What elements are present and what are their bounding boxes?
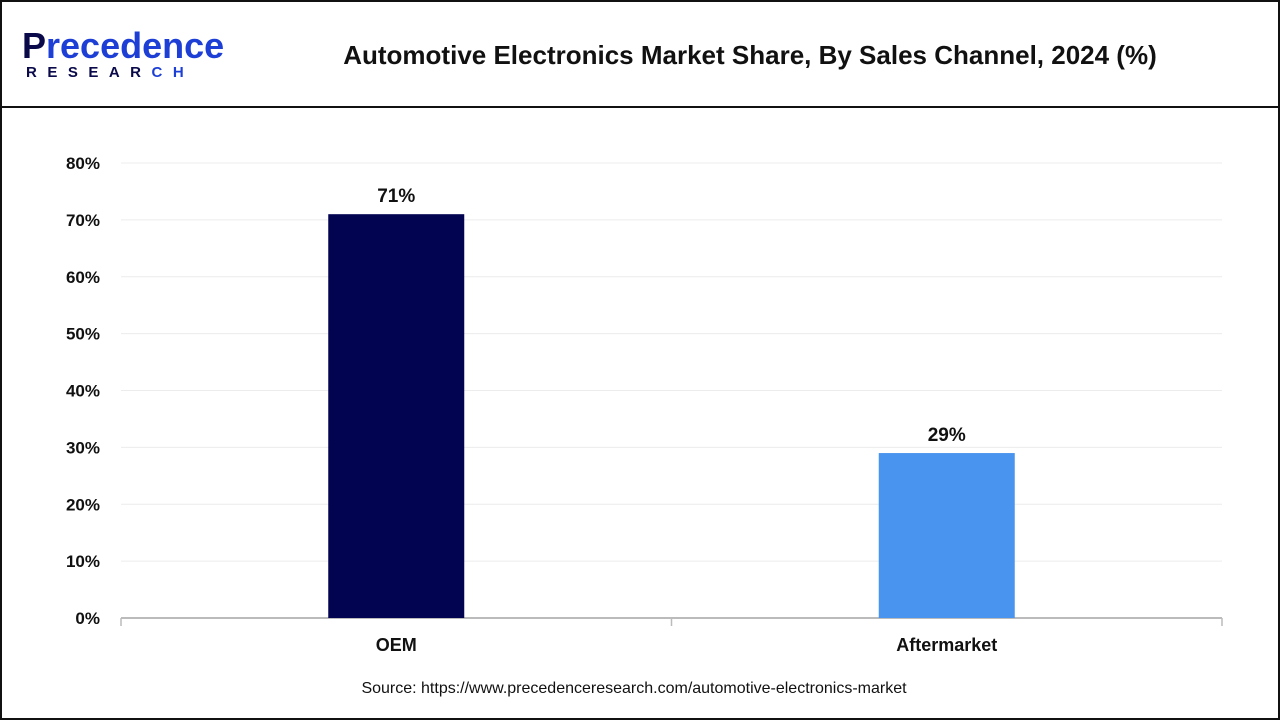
y-tick-label: 50% bbox=[66, 325, 100, 344]
logo-p: P bbox=[22, 25, 47, 66]
y-tick-label: 60% bbox=[66, 268, 100, 287]
y-tick-label: 10% bbox=[66, 552, 100, 571]
x-tick-label: OEM bbox=[376, 635, 417, 655]
data-label: 71% bbox=[377, 186, 415, 207]
x-tick-label: Aftermarket bbox=[896, 635, 997, 655]
logo-subtext: RESEAR bbox=[26, 64, 152, 81]
logo-subtext-accent: CH bbox=[151, 64, 195, 81]
y-tick-label: 70% bbox=[66, 211, 100, 230]
precedence-research-logo: Precedence RESEARCH bbox=[22, 25, 225, 82]
y-tick-label: 30% bbox=[66, 438, 100, 457]
y-tick-label: 40% bbox=[66, 382, 100, 401]
data-label: 29% bbox=[928, 425, 966, 446]
y-tick-label: 0% bbox=[75, 609, 100, 628]
source-note: Source: https://www.precedenceresearch.c… bbox=[361, 680, 907, 697]
header: Precedence RESEARCH Automotive Electroni… bbox=[0, 0, 1280, 108]
bar-aftermarket bbox=[878, 453, 1015, 618]
y-tick-label: 80% bbox=[66, 154, 100, 173]
y-tick-label: 20% bbox=[66, 495, 100, 514]
logo-text: recedence bbox=[46, 25, 225, 66]
chart-title: Automotive Electronics Market Share, By … bbox=[343, 40, 1157, 70]
bar-oem bbox=[328, 214, 465, 618]
